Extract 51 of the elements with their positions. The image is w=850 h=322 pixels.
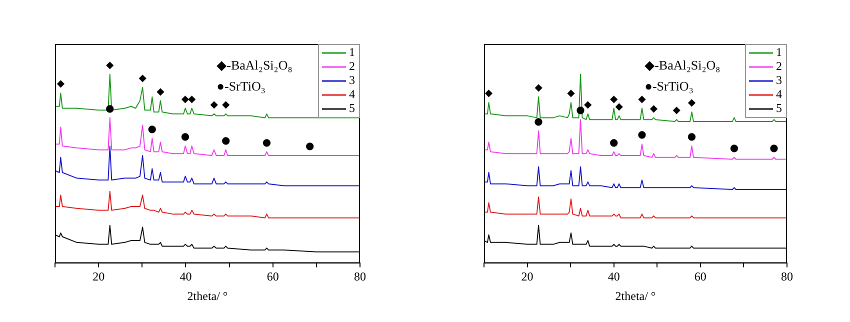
- x-tick-label: 60: [266, 270, 279, 284]
- annotation: ●: [609, 137, 618, 148]
- annotation: ●: [770, 142, 779, 154]
- legend-label: 2: [776, 59, 782, 74]
- annotation: ◆: [672, 105, 681, 116]
- annotation: ●: [221, 135, 230, 146]
- legend-label: 4: [776, 87, 782, 102]
- annotation: ◆: [138, 73, 147, 84]
- legend-label: 1: [776, 45, 782, 60]
- x-tick-label: 20: [521, 270, 534, 284]
- annotation: ◆: [688, 98, 696, 109]
- annotation: ◆: [584, 100, 592, 111]
- annotation: ◆: [638, 94, 646, 105]
- legend-label: 2: [349, 59, 355, 74]
- annotation: ◆: [210, 100, 218, 111]
- annotation: ●: [730, 142, 739, 154]
- x-axis-title: 2theta/ °: [615, 288, 656, 303]
- annotation: ◆: [106, 60, 114, 71]
- annotation: ●: [262, 137, 272, 148]
- annotation: ●: [534, 116, 544, 128]
- annotation: ●: [180, 132, 190, 143]
- annotation: ●-SrTiO₃: [216, 78, 266, 94]
- legend-label: 3: [776, 73, 782, 88]
- x-tick-label: 80: [354, 270, 366, 284]
- annotation: ◆: [188, 94, 196, 105]
- legend-label: 5: [776, 101, 782, 116]
- annotation: ●: [638, 130, 647, 141]
- annotation: ◆: [567, 88, 576, 100]
- legend-label: 4: [349, 87, 355, 102]
- x-tick-label: 20: [92, 270, 105, 284]
- x-tick-label: 40: [608, 270, 620, 284]
- annotation: ●-SrTiO₃: [644, 78, 694, 94]
- annotation: ◆: [534, 82, 543, 94]
- annotation: ◆: [56, 78, 65, 90]
- annotation: ◆: [484, 88, 493, 100]
- annotation: ●: [148, 124, 157, 136]
- annotation: ◆: [222, 100, 230, 111]
- x-axis-title: 2theta/ °: [187, 288, 228, 303]
- annotation: ◆: [650, 103, 658, 114]
- annotation: ◆: [181, 94, 190, 105]
- legend-label: 5: [349, 101, 355, 116]
- text: ◆-BaAl₂Si₂O₈: [216, 57, 292, 72]
- text: ◆-BaAl₂Si₂O₈: [644, 57, 720, 72]
- legend-label: 1: [349, 45, 355, 60]
- annotation: ●: [306, 141, 315, 152]
- annotation: ●: [687, 132, 696, 143]
- legend-label: 3: [349, 73, 355, 88]
- x-tick-label: 40: [180, 270, 192, 284]
- x-tick-label: 80: [781, 270, 793, 284]
- x-tick-label: 60: [694, 270, 706, 284]
- annotation: ◆: [156, 86, 165, 98]
